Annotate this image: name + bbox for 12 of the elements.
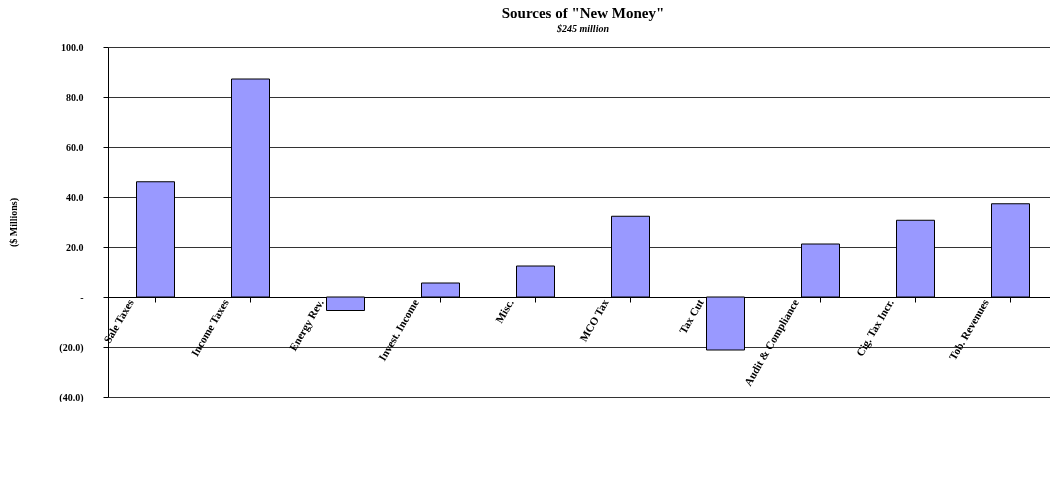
y-tick-label: (20.0) [59,341,84,354]
chart-title: Sources of "New Money" [501,5,665,21]
y-tick-label: (40.0) [59,391,84,404]
y-axis-title: ($ Millions) [8,197,21,248]
y-tick-label: 60.0 [66,141,84,153]
chart-subtitle: $245 million [556,23,610,34]
y-tick-label: 20.0 [66,241,84,253]
y-tick-label: 80.0 [66,91,84,103]
y-tick-label: 100.0 [61,41,84,53]
y-tick-label: 40.0 [66,191,84,203]
x-tick-label: Tax Cut [676,296,706,336]
y-tick-label: - [80,291,84,303]
